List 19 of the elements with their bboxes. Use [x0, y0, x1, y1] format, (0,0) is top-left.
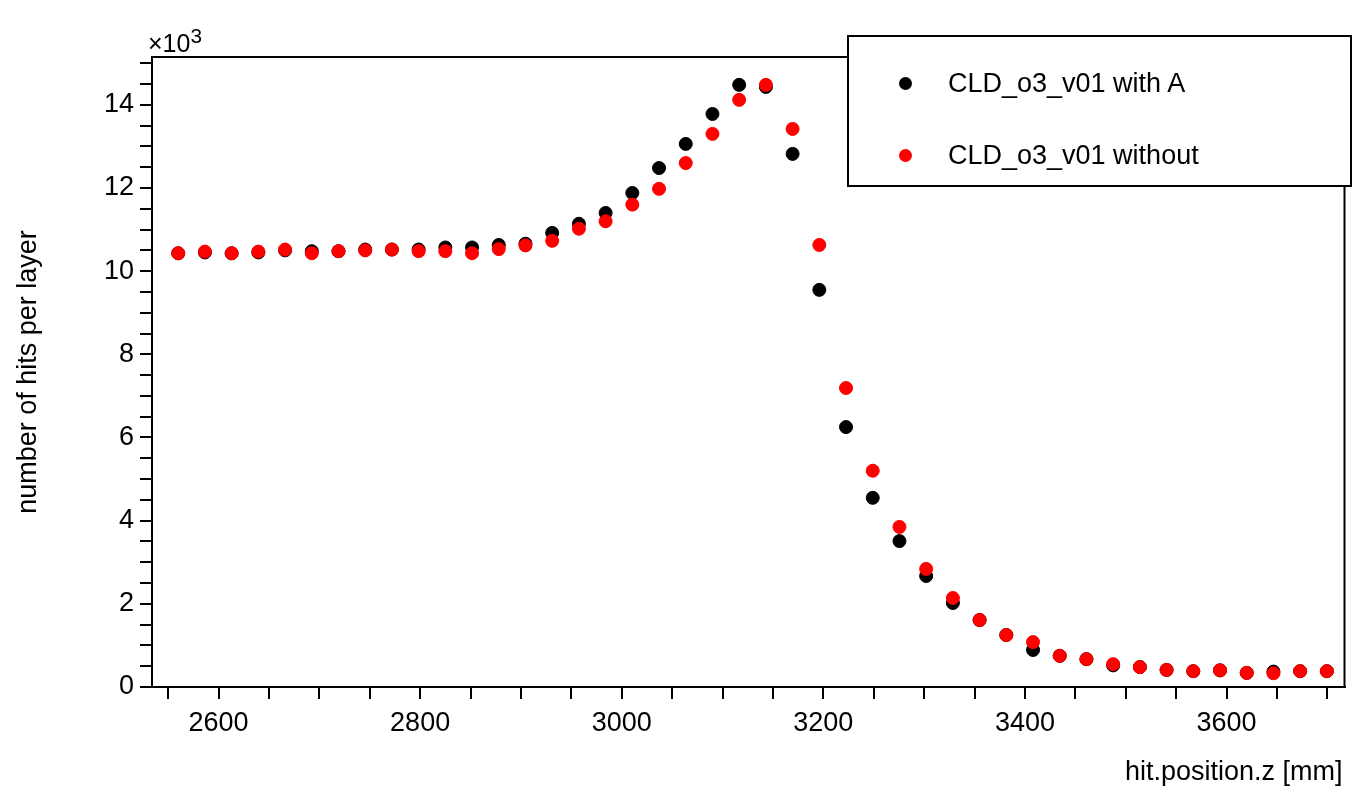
- y-tick-label: 10: [103, 254, 134, 285]
- x-tick-label: 3200: [793, 706, 854, 737]
- y-tick-label: 0: [118, 670, 134, 701]
- x-tick-label: 3600: [1196, 706, 1257, 737]
- x-tick-label: 2800: [390, 706, 451, 737]
- x-tick-label: 2600: [188, 706, 249, 737]
- y-tick-label: 2: [118, 587, 134, 618]
- y-tick-label: 6: [118, 420, 134, 451]
- y-tick-label: 12: [103, 171, 134, 202]
- y-tick-label: 4: [118, 504, 134, 535]
- y-axis-title: number of hits per layer: [11, 230, 42, 514]
- y-tick-label: 14: [103, 88, 134, 119]
- x-axis-title: hit.position.z [mm]: [1124, 755, 1343, 786]
- legend-label: CLD_o3_v01 without: [948, 139, 1199, 171]
- x-tick-label: 3400: [994, 706, 1055, 737]
- annotation: ×10$^{3}$: [148, 23, 203, 58]
- x-tick-label: 3000: [591, 706, 652, 737]
- legend-label: CLD_o3_v01 with A: [948, 67, 1186, 99]
- y-tick-label: 8: [118, 337, 134, 368]
